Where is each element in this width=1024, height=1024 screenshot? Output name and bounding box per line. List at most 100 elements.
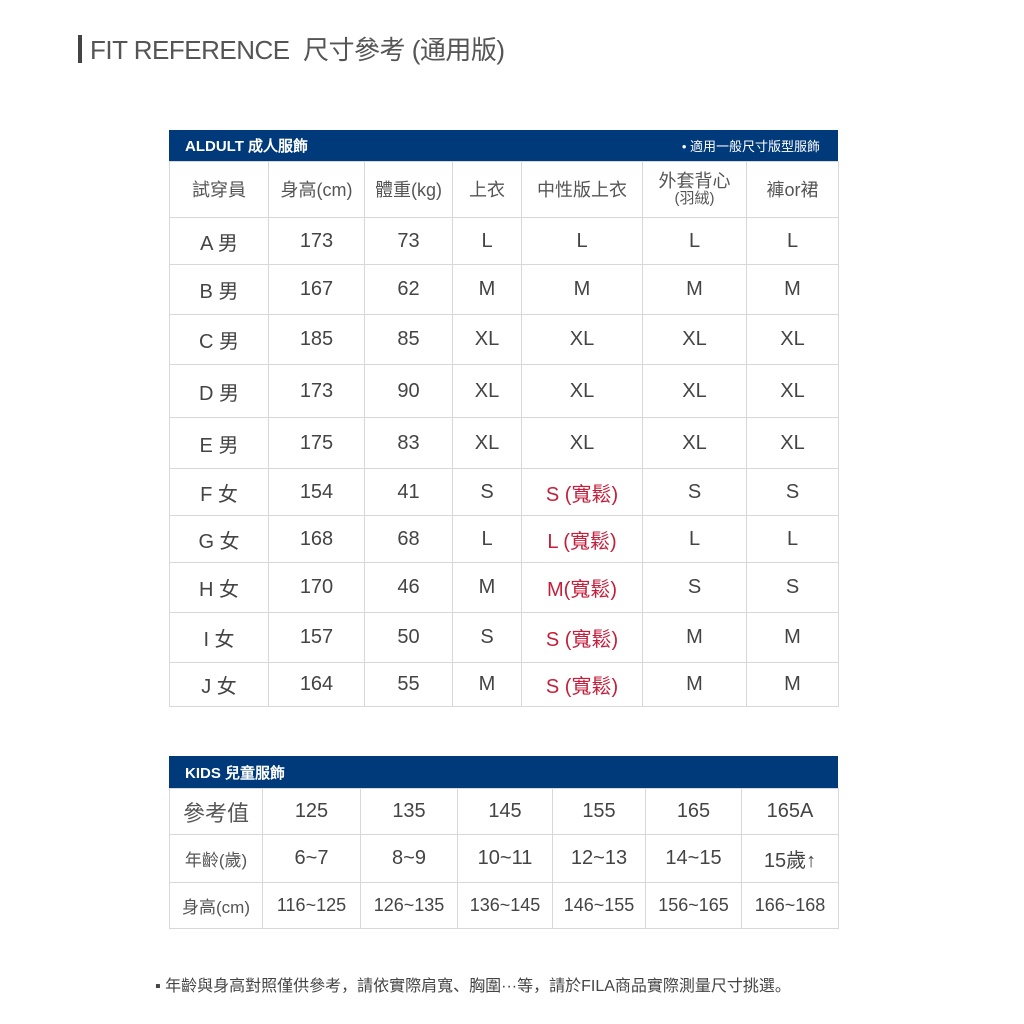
table-cell: S (寬鬆) bbox=[521, 612, 643, 663]
table-cell: 154 bbox=[268, 468, 365, 516]
column-header-text: (羽絨) bbox=[674, 189, 715, 207]
table-cell: 85 bbox=[364, 314, 453, 365]
adult-section-note: • 適用一般尺寸版型服飾 bbox=[681, 139, 820, 154]
table-row: J 女 164 55 M S (寬鬆) M M bbox=[169, 662, 839, 707]
adult-column-header: 身高(cm) bbox=[268, 161, 365, 218]
table-row: I 女 157 50 S S (寬鬆) M M bbox=[169, 612, 839, 663]
table-row: 身高(cm) 116~125 126~135 136~145 146~155 156~16… bbox=[169, 882, 839, 929]
table-row: G 女 168 68 L L (寬鬆) L L bbox=[169, 515, 839, 563]
table-row: A 男 173 73 L L L L bbox=[169, 217, 839, 265]
table-cell: L bbox=[746, 515, 839, 563]
table-cell: S (寬鬆) bbox=[521, 662, 643, 707]
table-cell: M bbox=[746, 662, 839, 707]
table-cell: XL bbox=[521, 314, 643, 365]
table-cell: 145 bbox=[457, 788, 553, 835]
table-cell: S bbox=[746, 562, 839, 613]
tester-cell: I 女 bbox=[169, 612, 269, 663]
table-cell: M bbox=[521, 264, 643, 315]
table-cell: XL bbox=[452, 364, 522, 418]
table-cell: 15歲↑ bbox=[741, 834, 839, 883]
column-header-text: 身高(cm) bbox=[280, 179, 353, 200]
table-cell: L bbox=[521, 217, 643, 265]
adult-header-row: 試穿員 身高(cm) 體重(kg) 上衣 中性版上衣 外套背心 (羽絨) 褲or裙 bbox=[169, 161, 839, 218]
table-cell: L bbox=[746, 217, 839, 265]
table-cell: 73 bbox=[364, 217, 453, 265]
table-cell: L bbox=[642, 515, 747, 563]
tester-cell: G 女 bbox=[169, 515, 269, 563]
table-cell: XL bbox=[642, 314, 747, 365]
table-cell: 50 bbox=[364, 612, 453, 663]
table-cell: 14~15 bbox=[645, 834, 742, 883]
column-header-text: 上衣 bbox=[469, 179, 505, 200]
table-cell: 55 bbox=[364, 662, 453, 707]
table-cell: 90 bbox=[364, 364, 453, 418]
table-cell: S bbox=[642, 562, 747, 613]
table-cell: 6~7 bbox=[262, 834, 361, 883]
table-cell: L bbox=[452, 217, 522, 265]
table-cell: 12~13 bbox=[552, 834, 646, 883]
table-row: B 男 167 62 M M M M bbox=[169, 264, 839, 315]
page-title-text: FIT REFERENCE 尺寸參考 (通用版) bbox=[90, 35, 505, 65]
table-cell: 164 bbox=[268, 662, 365, 707]
column-header-text: 體重(kg) bbox=[375, 179, 442, 200]
table-cell: 173 bbox=[268, 364, 365, 418]
table-row: E 男 175 83 XL XL XL XL bbox=[169, 417, 839, 469]
table-row: 參考值 125 135 145 155 165 165A bbox=[169, 788, 839, 835]
adult-section-header: ALDULT 成人服飾 • 適用一般尺寸版型服飾 bbox=[169, 130, 838, 161]
table-cell: M bbox=[642, 264, 747, 315]
table-cell: M bbox=[642, 612, 747, 663]
table-cell: 155 bbox=[552, 788, 646, 835]
table-cell: 41 bbox=[364, 468, 453, 516]
adult-column-header: 褲or裙 bbox=[746, 161, 839, 218]
table-cell: 136~145 bbox=[457, 882, 553, 929]
table-cell: S bbox=[746, 468, 839, 516]
table-row: D 男 173 90 XL XL XL XL bbox=[169, 364, 839, 418]
row-label: 身高(cm) bbox=[169, 882, 263, 929]
table-cell: 167 bbox=[268, 264, 365, 315]
adult-column-header: 中性版上衣 bbox=[521, 161, 643, 218]
table-row: F 女 154 41 S S (寬鬆) S S bbox=[169, 468, 839, 516]
table-cell: 116~125 bbox=[262, 882, 361, 929]
table-cell: XL bbox=[642, 364, 747, 418]
adult-column-header: 體重(kg) bbox=[364, 161, 453, 218]
table-cell: XL bbox=[521, 364, 643, 418]
table-cell: 8~9 bbox=[360, 834, 458, 883]
table-cell: S bbox=[642, 468, 747, 516]
table-cell: 185 bbox=[268, 314, 365, 365]
table-cell: 10~11 bbox=[457, 834, 553, 883]
table-row: H 女 170 46 M M(寬鬆) S S bbox=[169, 562, 839, 613]
table-cell: 156~165 bbox=[645, 882, 742, 929]
adult-column-header: 上衣 bbox=[452, 161, 522, 218]
tester-cell: E 男 bbox=[169, 417, 269, 469]
table-cell: 125 bbox=[262, 788, 361, 835]
table-cell: 83 bbox=[364, 417, 453, 469]
tester-cell: H 女 bbox=[169, 562, 269, 613]
tester-cell: F 女 bbox=[169, 468, 269, 516]
footnote: ▪ 年齡與身高對照僅供參考，請依實際肩寬、胸圍···等，請於FILA商品實際測量… bbox=[155, 978, 791, 995]
table-cell: M bbox=[642, 662, 747, 707]
tester-cell: C 男 bbox=[169, 314, 269, 365]
table-cell: XL bbox=[452, 314, 522, 365]
page-title: FIT REFERENCE 尺寸參考 (通用版) bbox=[78, 30, 505, 67]
table-cell: S bbox=[452, 612, 522, 663]
column-header-text: 中性版上衣 bbox=[537, 179, 627, 200]
table-cell: 165A bbox=[741, 788, 839, 835]
table-cell: 170 bbox=[268, 562, 365, 613]
kids-section-header: KIDS 兒童服飾 bbox=[169, 756, 838, 788]
kids-size-table: 參考值 125 135 145 155 165 165A 年齡(歲) 6~7 8~9 10~11 12… bbox=[169, 788, 839, 929]
table-row: C 男 185 85 XL XL XL XL bbox=[169, 314, 839, 365]
table-cell: XL bbox=[521, 417, 643, 469]
table-row: 年齡(歲) 6~7 8~9 10~11 12~13 14~15 15歲↑ bbox=[169, 834, 839, 883]
tester-cell: D 男 bbox=[169, 364, 269, 418]
table-cell: M bbox=[452, 264, 522, 315]
adult-column-header: 試穿員 bbox=[169, 161, 269, 218]
table-cell: S (寬鬆) bbox=[521, 468, 643, 516]
table-cell: M(寬鬆) bbox=[521, 562, 643, 613]
table-cell: 62 bbox=[364, 264, 453, 315]
adult-section-title: ALDULT 成人服飾 bbox=[185, 138, 309, 155]
table-cell: 135 bbox=[360, 788, 458, 835]
adult-size-table: 試穿員 身高(cm) 體重(kg) 上衣 中性版上衣 外套背心 (羽絨) 褲or裙 A 男 173… bbox=[169, 161, 839, 707]
table-cell: M bbox=[746, 612, 839, 663]
table-cell: 157 bbox=[268, 612, 365, 663]
table-cell: XL bbox=[746, 364, 839, 418]
